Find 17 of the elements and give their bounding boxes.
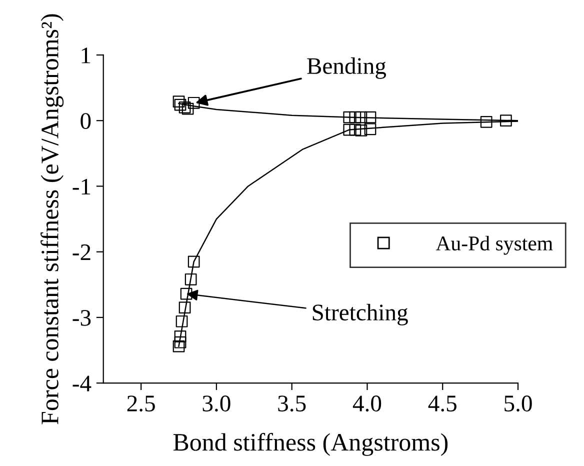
y-tick-label: 0 [80, 113, 91, 130]
x-tick-label: 3.0 [202, 396, 230, 412]
y-tick-label: -1 [72, 178, 90, 194]
y-axis-title: Force constant stiffness (eV/Angstroms²) [40, 14, 64, 424]
x-axis-title: Bond stiffness (Angstroms) [173, 432, 448, 456]
x-tick-label: 4.0 [352, 396, 382, 412]
y-tick-label: -2 [72, 244, 90, 260]
x-tick-label: 3.5 [278, 396, 306, 412]
x-tick-label: 2.5 [127, 396, 155, 412]
annotation: Stretching [312, 304, 408, 326]
y-tick-label: -4 [72, 376, 92, 392]
y-tick-label: 1 [82, 48, 90, 64]
x-tick-label: 4.5 [428, 396, 456, 412]
x-tick-label: 5.0 [504, 396, 532, 412]
y-tick-label: -3 [72, 310, 91, 326]
legend-label: Au-Pd system [436, 236, 553, 255]
annotation: Bending [307, 57, 386, 79]
